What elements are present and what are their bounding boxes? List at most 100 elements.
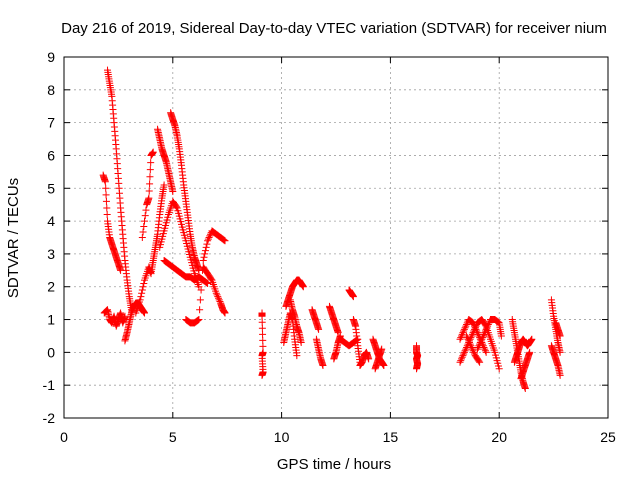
data-point <box>556 332 564 340</box>
data-point <box>141 212 149 220</box>
data-point <box>556 348 564 356</box>
data-point <box>207 275 215 283</box>
data-point <box>474 343 482 351</box>
data-point <box>460 350 468 358</box>
data-point <box>456 358 464 366</box>
y-tick-label: 7 <box>47 115 55 131</box>
data-point <box>457 355 465 363</box>
data-point <box>258 324 266 332</box>
data-point <box>196 296 204 304</box>
data-point <box>146 180 154 188</box>
data-point <box>484 320 492 328</box>
data-point <box>297 339 305 347</box>
data-point <box>461 324 469 332</box>
data-point <box>205 234 213 241</box>
y-tick-label: 6 <box>47 147 55 163</box>
data-point <box>259 336 267 344</box>
axis-ticks: 0 5 10 15 20 25 -2 -1 0 1 2 3 4 5 6 7 8 9 <box>43 49 616 445</box>
data-point <box>457 357 465 365</box>
data-point <box>462 322 470 330</box>
data-point <box>139 228 147 236</box>
x-tick-label: 0 <box>60 429 68 445</box>
data-point <box>141 309 149 317</box>
data-point <box>456 335 464 343</box>
data-point <box>468 330 476 338</box>
data-point <box>103 204 111 212</box>
data-point <box>204 235 212 243</box>
data-point <box>200 253 208 261</box>
data-point <box>482 348 490 356</box>
data-point <box>196 306 204 314</box>
data-point <box>479 332 487 340</box>
data-point <box>221 237 229 245</box>
data-point <box>477 337 485 345</box>
data-point <box>258 312 266 320</box>
data-point <box>293 352 301 360</box>
data-point <box>556 371 564 379</box>
data-point <box>469 347 477 355</box>
data-point <box>199 256 207 264</box>
data-point <box>145 194 153 202</box>
data-point <box>471 325 479 333</box>
data-point <box>138 289 146 297</box>
data-point <box>259 342 267 350</box>
data-point <box>160 181 168 189</box>
data-point <box>142 206 150 214</box>
x-tick-label: 20 <box>491 429 507 445</box>
data-point <box>172 203 180 211</box>
data-point <box>299 283 307 291</box>
data-point <box>137 293 145 301</box>
data-point <box>204 279 212 287</box>
data-point <box>464 335 472 343</box>
data-point <box>215 296 223 304</box>
chart-title: Day 216 of 2019, Sidereal Day-to-day VTE… <box>61 20 607 37</box>
data-point <box>203 240 211 248</box>
data-point <box>481 327 489 335</box>
data-point <box>468 343 476 351</box>
data-point <box>212 289 220 297</box>
data-point <box>484 322 492 330</box>
data-point <box>315 325 323 333</box>
data-point <box>147 159 155 167</box>
data-point <box>220 236 228 244</box>
data-point <box>481 329 489 337</box>
data-point <box>365 355 373 363</box>
data-point <box>457 334 465 342</box>
data-point <box>471 324 479 332</box>
data-point <box>470 327 478 335</box>
data-point <box>214 294 222 302</box>
data-point <box>470 348 478 356</box>
data-point <box>413 365 421 373</box>
data-point <box>202 243 210 251</box>
data-point <box>141 217 149 225</box>
data-point <box>146 166 154 174</box>
data-point <box>494 318 502 326</box>
data-point <box>206 232 214 240</box>
data-point <box>259 330 267 338</box>
data-point <box>479 334 487 342</box>
data-point <box>204 237 212 245</box>
x-tick-label: 15 <box>383 429 399 445</box>
data-point <box>458 330 466 338</box>
data-point <box>319 361 327 369</box>
x-tick-label: 10 <box>274 429 290 445</box>
data-point <box>139 283 147 291</box>
data-point <box>475 342 483 350</box>
data-point <box>138 286 146 294</box>
data-point <box>465 339 473 347</box>
data-point <box>465 337 473 345</box>
data-point <box>140 223 148 231</box>
data-point <box>461 347 469 355</box>
data-point <box>169 188 177 196</box>
data-point <box>102 197 110 205</box>
data-point <box>378 345 386 353</box>
data-point <box>140 279 148 287</box>
y-tick-label: 8 <box>47 82 55 98</box>
data-point <box>480 330 488 338</box>
data-point <box>149 148 157 156</box>
y-tick-label: 3 <box>47 246 55 262</box>
data-point <box>459 352 467 360</box>
y-axis-label: SDTVAR / TECUs <box>5 178 22 298</box>
data-point <box>458 353 466 361</box>
data-points <box>99 66 564 392</box>
